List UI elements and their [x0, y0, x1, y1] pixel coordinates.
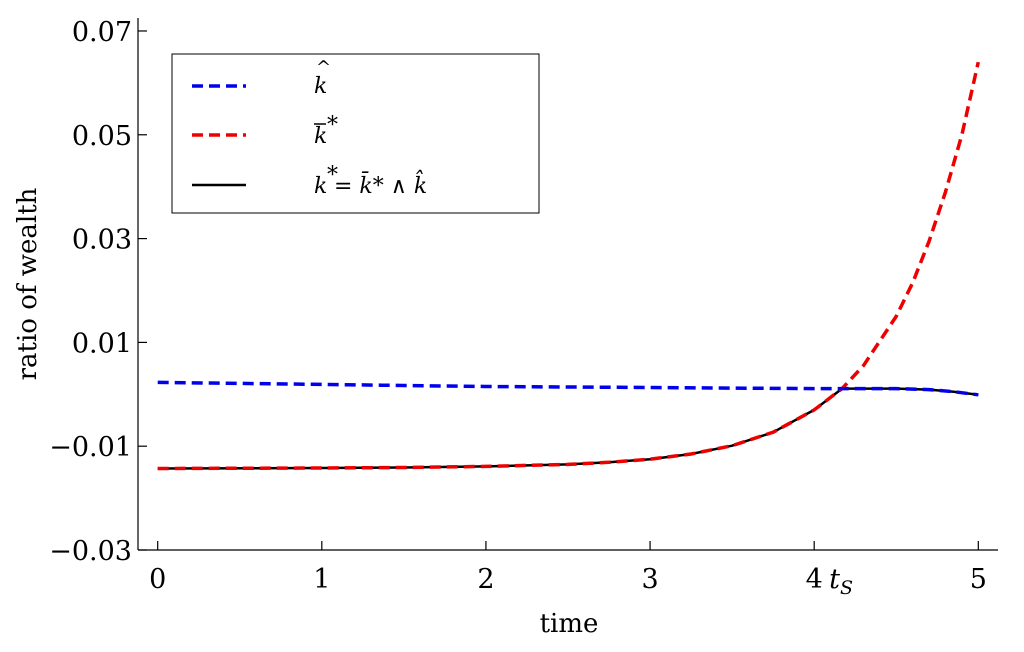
legend: k ^ k * k * = k̄* ∧ k̂ [171, 53, 540, 214]
x-axis-ticks: 0 1 2 3 4 5 [149, 541, 987, 595]
legend-hat-mark: ^ [316, 57, 331, 78]
y-tick-label: 0.01 [72, 328, 132, 359]
y-tick-label: 0.05 [72, 121, 132, 152]
ts-annotation-label: tS [829, 564, 853, 599]
legend-label-k-bar: k [314, 124, 327, 149]
legend-label-k-star-rest: = k̄* ∧ k̂ [334, 170, 427, 199]
x-tick-label: 3 [641, 564, 658, 595]
x-axis-title: time [540, 609, 599, 639]
y-tick-label: 0.07 [72, 17, 132, 48]
x-tick-label: 5 [970, 564, 987, 595]
series-k-bar-star [157, 61, 981, 471]
legend-label-k-bar-sup: * [327, 113, 338, 138]
series-k-hat [157, 380, 979, 397]
x-tick-label: 4 [806, 564, 823, 595]
legend-label-k-star: k [314, 174, 327, 199]
y-axis-ticks: −0.03 −0.01 0.01 0.03 0.05 0.07 [49, 17, 147, 567]
series-layer [157, 61, 981, 471]
y-tick-label: −0.03 [49, 536, 132, 567]
x-tick-label: 2 [477, 564, 494, 595]
legend-item-k-star: k * = k̄* ∧ k̂ [314, 163, 427, 199]
y-tick-label: −0.01 [49, 432, 132, 463]
x-tick-label: 0 [149, 564, 166, 595]
legend-label-k-star-sup: * [327, 163, 338, 188]
y-axis-title: ratio of wealth [13, 187, 43, 380]
ts-annotation: tS [829, 564, 853, 599]
legend-item-k-bar-star: k * [314, 113, 338, 149]
series-k-star [157, 387, 979, 470]
legend-label-k-hat: k [314, 74, 327, 99]
x-tick-label: 1 [313, 564, 330, 595]
legend-item-k-hat: k ^ [314, 57, 331, 99]
y-tick-label: 0.03 [72, 225, 132, 256]
